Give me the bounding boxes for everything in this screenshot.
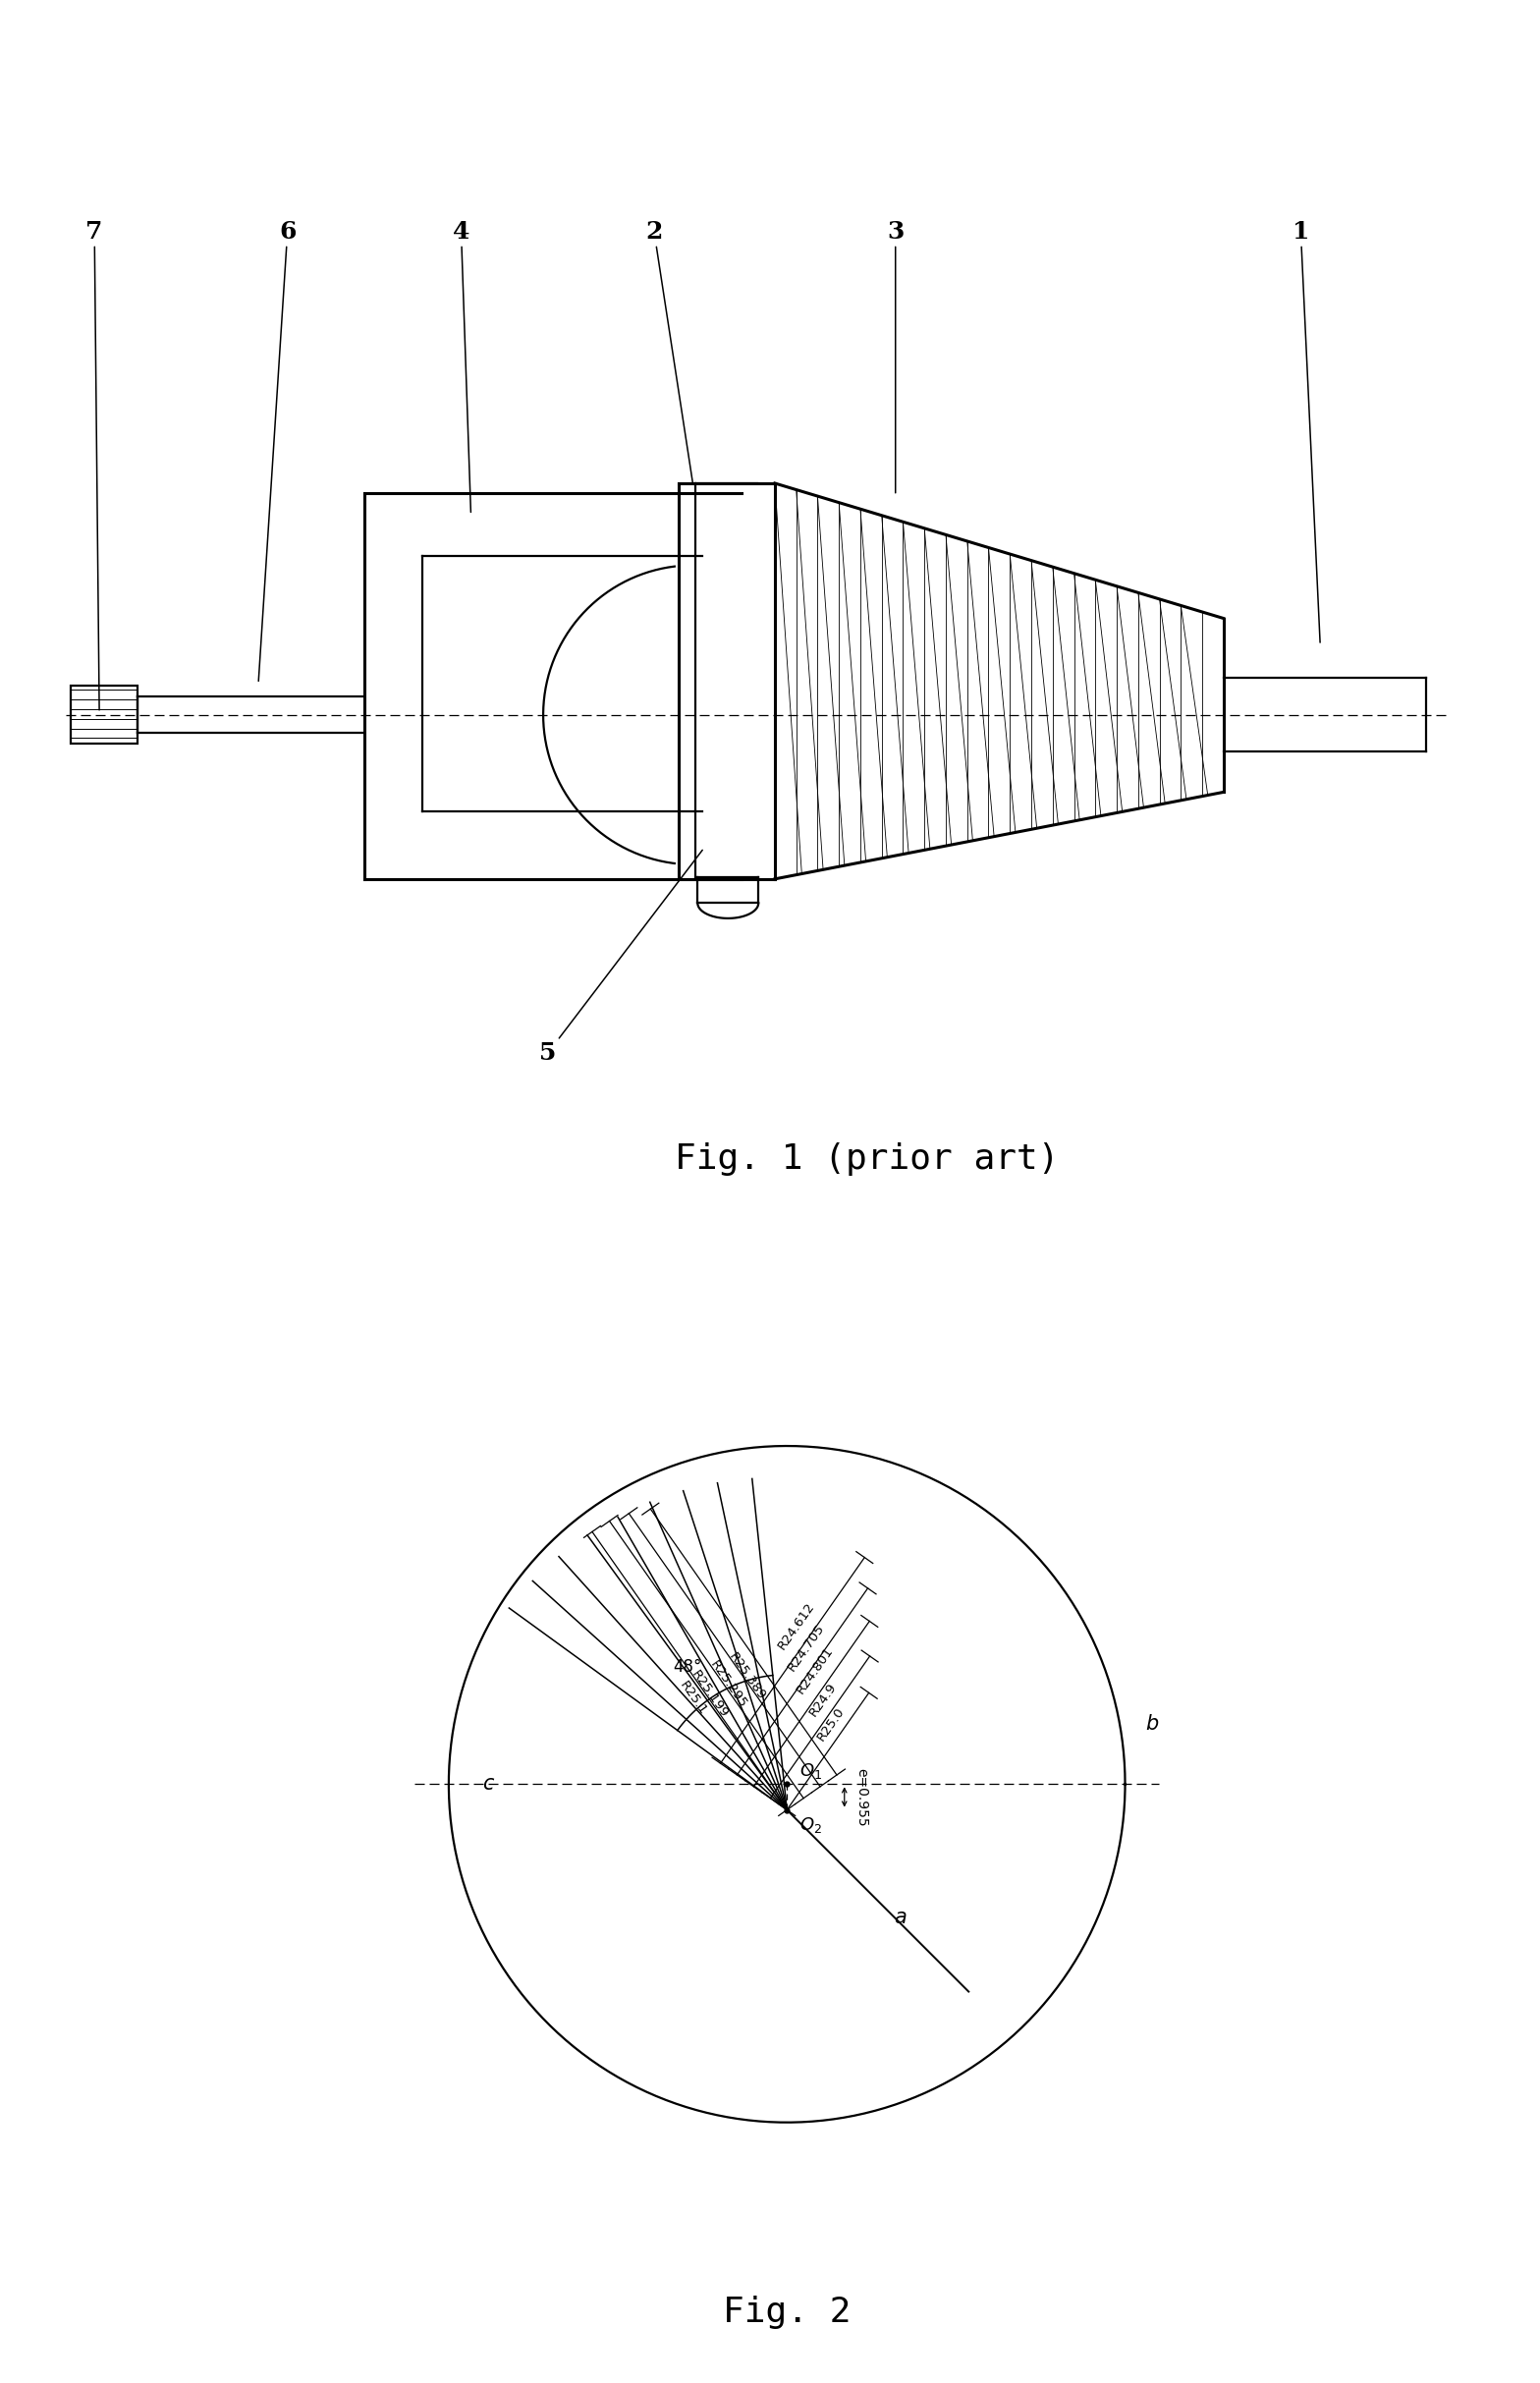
Text: R24.9: R24.9 — [807, 1680, 839, 1718]
Text: R24.612: R24.612 — [775, 1601, 816, 1651]
Text: $O_2$: $O_2$ — [799, 1816, 822, 1835]
Text: R25.295: R25.295 — [707, 1659, 748, 1711]
Text: 2: 2 — [645, 222, 693, 484]
Text: e=0.955: e=0.955 — [855, 1768, 869, 1825]
Text: b: b — [1146, 1713, 1158, 1735]
Text: 48°: 48° — [673, 1659, 702, 1675]
Text: R25.0: R25.0 — [815, 1704, 847, 1744]
Text: 3: 3 — [887, 222, 904, 493]
Text: R24.705: R24.705 — [785, 1620, 827, 1673]
Text: Fig. 1 (prior art): Fig. 1 (prior art) — [675, 1141, 1060, 1175]
Text: Fig. 2: Fig. 2 — [722, 2295, 852, 2328]
Text: $O_1$: $O_1$ — [799, 1761, 822, 1780]
Text: c: c — [482, 1773, 494, 1794]
Text: 6: 6 — [259, 222, 296, 682]
Text: 5: 5 — [539, 851, 702, 1065]
Text: R25.389: R25.389 — [727, 1649, 768, 1701]
Text: 7: 7 — [86, 222, 103, 710]
Text: R25.1: R25.1 — [676, 1680, 708, 1718]
Text: 4: 4 — [453, 222, 471, 512]
Text: a: a — [893, 1909, 906, 1928]
Text: R25.199: R25.199 — [688, 1668, 731, 1721]
Text: 1: 1 — [1292, 222, 1320, 643]
Text: R24.801: R24.801 — [795, 1644, 836, 1697]
Bar — [71, 686, 139, 743]
